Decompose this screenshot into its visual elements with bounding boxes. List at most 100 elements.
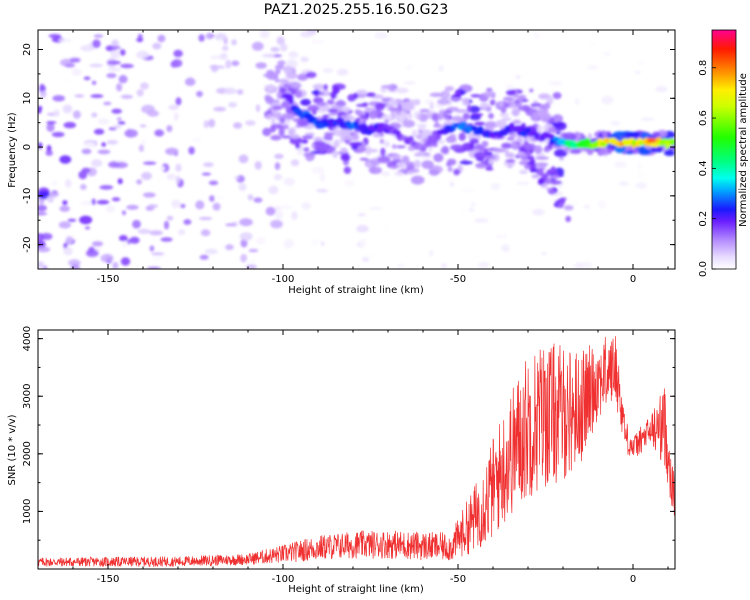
spectrogram-noise-blob bbox=[157, 34, 166, 43]
spectrogram-ridge-cloud bbox=[323, 84, 328, 91]
spectrogram-ridge-cloud bbox=[340, 153, 351, 161]
spectrogram-noise-blob bbox=[49, 191, 59, 198]
spectrogram-ridge-cloud bbox=[348, 142, 363, 147]
spectrogram-noise-blob bbox=[107, 60, 121, 65]
spectrogram-ridge-cloud bbox=[380, 147, 386, 157]
spectrogram-noise-blob bbox=[92, 39, 101, 48]
spectrogram-y-label: Frequency (Hz) bbox=[7, 112, 18, 188]
spectrogram-noise-blob bbox=[143, 161, 157, 165]
spectrogram-frame bbox=[37, 29, 676, 270]
spectrogram-ridge-cloud bbox=[263, 73, 272, 78]
spectrogram-noise-blob bbox=[72, 110, 81, 119]
spectrogram-ridge-cloud bbox=[549, 175, 560, 179]
spectrogram-ridge-cloud bbox=[332, 85, 340, 95]
spectrogram-noise-blob bbox=[274, 153, 284, 159]
spectrogram-noise-blob bbox=[67, 218, 77, 222]
spectrogram-ridge-cloud bbox=[340, 133, 345, 143]
spectrogram-noise-blob bbox=[217, 39, 223, 46]
spectrogram-noise-blob bbox=[245, 120, 256, 126]
spectrogram-noise-blob bbox=[310, 39, 325, 44]
spectrogram-noise-blob bbox=[149, 230, 164, 236]
spectrogram-ridge-cloud bbox=[488, 158, 494, 165]
spectrogram-noise-blob bbox=[112, 45, 121, 50]
spectrogram-ridge-cloud bbox=[505, 150, 510, 158]
spectrogram-ridge-cloud bbox=[441, 146, 450, 155]
spectrogram-ridge-cloud bbox=[479, 102, 490, 109]
spectrogram-branch-blob bbox=[525, 150, 531, 157]
spectrogram-ridge-cloud bbox=[303, 147, 310, 152]
spectrogram-ridge-cloud bbox=[489, 99, 496, 106]
spectrogram-noise-blob bbox=[438, 65, 444, 72]
spectrogram-noise-blob bbox=[117, 121, 126, 125]
spectrogram-ridge-cloud bbox=[395, 87, 409, 94]
spectrogram-noise-blob bbox=[636, 162, 643, 170]
spectrogram-ridge-cloud bbox=[569, 149, 582, 154]
spectrogram-noise-blob bbox=[111, 197, 121, 202]
spectrogram-noise-blob bbox=[208, 180, 219, 186]
spectrogram-noise-blob bbox=[99, 185, 114, 190]
spectrogram-ridge-core bbox=[552, 136, 560, 142]
spectrogram-ridge-cloud bbox=[300, 98, 311, 106]
spectrogram-noise-blob bbox=[126, 128, 132, 138]
spectrogram-ridge-cloud bbox=[410, 175, 425, 185]
spectrogram-noise-blob bbox=[223, 87, 237, 95]
spectrogram-ridge-cloud bbox=[466, 104, 472, 113]
spectrogram-ridge-cloud bbox=[356, 89, 368, 94]
spectrogram-noise-blob bbox=[137, 228, 151, 234]
spectrogram-noise-blob bbox=[126, 204, 139, 210]
spectrogram-noise-blob bbox=[251, 41, 264, 51]
spectrogram-noise-blob bbox=[310, 238, 319, 247]
spectrogram-ridge-cloud bbox=[483, 91, 496, 98]
spectrogram-noise-blob bbox=[38, 204, 47, 212]
colorbar-ticks: 0.0 0.2 0.4 0.6 0.8 bbox=[698, 60, 716, 277]
spectrogram-ridge-cloud bbox=[365, 146, 372, 156]
spectrogram-noise-blob bbox=[579, 261, 593, 268]
spectrogram-noise-blob bbox=[203, 120, 209, 129]
spectrogram-noise-blob bbox=[312, 158, 323, 164]
spectrogram-noise-blob bbox=[46, 121, 57, 125]
spectrogram-ridge-cloud bbox=[283, 65, 293, 75]
spectrogram-noise-blob bbox=[97, 149, 111, 155]
spectrogram-noise-blob bbox=[474, 218, 489, 223]
spectrogram-ridge-cloud bbox=[638, 148, 651, 156]
spectrogram-ridge-cloud bbox=[447, 166, 453, 172]
spectrogram-ridge-cloud bbox=[311, 90, 321, 94]
spectrogram-noise-blob bbox=[69, 58, 81, 63]
colorbar-gradient bbox=[711, 29, 737, 270]
spectrogram-ridge-cloud bbox=[290, 82, 302, 89]
spectrogram-ridge-cloud bbox=[313, 136, 323, 142]
spectrogram-noise-blob bbox=[610, 120, 621, 127]
spectrogram-noise-blob bbox=[58, 221, 72, 229]
spectrogram-ridge-cloud bbox=[351, 145, 359, 150]
spectrogram-noise-blob bbox=[105, 204, 116, 213]
spectrogram-noise-blob bbox=[254, 161, 262, 170]
spectrogram-noise-blob bbox=[640, 117, 655, 121]
spectrogram-noise-blob bbox=[116, 117, 122, 121]
spectrogram-noise-blob bbox=[320, 241, 325, 246]
spectrogram-noise-blob bbox=[177, 229, 186, 236]
spectrogram-ridge-cloud bbox=[307, 104, 320, 112]
spectrogram-noise-blob bbox=[319, 173, 325, 182]
spectrogram-noise-blob bbox=[173, 49, 183, 58]
spectrogram-noise-blob bbox=[58, 38, 72, 42]
spectrogram-ridge-cloud bbox=[390, 165, 399, 169]
spectrogram-noise-blob bbox=[106, 73, 117, 79]
spectrogram-noise-blob bbox=[265, 206, 276, 216]
spectrogram-noise-blob bbox=[618, 181, 629, 187]
spectrogram-noise-blob bbox=[91, 159, 103, 168]
spectrogram-ridge-cloud bbox=[538, 112, 552, 122]
spectrogram-ridge-cloud bbox=[512, 119, 522, 125]
spectrogram-noise-blob bbox=[209, 195, 215, 202]
spectrogram-ridge-cloud bbox=[354, 109, 362, 115]
spectrogram-noise-blob bbox=[183, 219, 192, 225]
spectrogram-noise-blob bbox=[81, 148, 92, 155]
spectrogram-noise-blob bbox=[90, 94, 104, 98]
spectrogram-ridge-cloud bbox=[546, 169, 554, 175]
spectrogram-branch-blob bbox=[529, 163, 537, 169]
y-tick-label: 10 bbox=[22, 92, 33, 105]
spectrogram-ridge-cloud bbox=[368, 166, 383, 175]
spectrogram-ridge-cloud bbox=[519, 169, 528, 175]
x-tick-label: -150 bbox=[97, 274, 120, 285]
spectrogram-noise-blob bbox=[156, 165, 166, 172]
spectrogram-ridge-cloud bbox=[450, 144, 464, 151]
